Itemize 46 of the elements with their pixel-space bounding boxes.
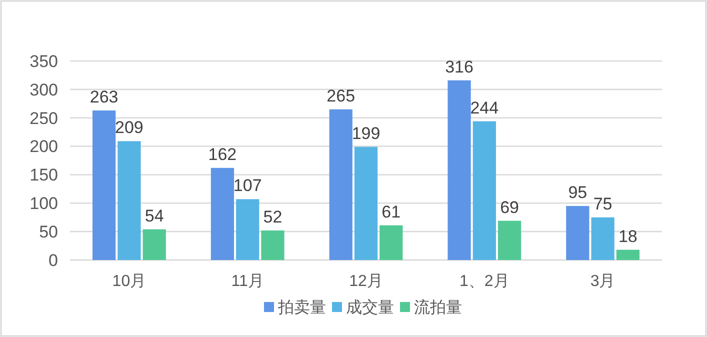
bar (380, 225, 403, 260)
x-tick-label: 3月 (590, 273, 616, 290)
bar (329, 109, 352, 260)
data-label: 162 (208, 144, 237, 164)
x-tick-label: 10月 (112, 273, 146, 290)
legend-label: 流拍量 (414, 298, 462, 317)
bar (118, 141, 141, 260)
data-label: 209 (115, 118, 144, 138)
legend-label: 成交量 (346, 298, 394, 317)
data-label: 263 (90, 87, 118, 106)
legend-label: 拍卖量 (277, 298, 326, 317)
y-tick-label: 200 (30, 137, 58, 156)
bar (142, 229, 166, 260)
x-tick-label: 11月 (231, 273, 264, 290)
y-tick-label: 300 (30, 80, 58, 100)
bar (261, 230, 284, 260)
y-tick-label: 0 (48, 250, 58, 270)
data-label: 107 (233, 176, 262, 196)
data-label: 18 (618, 226, 638, 246)
data-label: 52 (263, 207, 282, 226)
data-label: 316 (445, 57, 474, 76)
x-tick-label: 12月 (349, 273, 383, 290)
data-label: 61 (382, 202, 401, 222)
data-label: 199 (352, 124, 380, 143)
data-label: 75 (593, 194, 612, 214)
bar (472, 121, 496, 260)
bar (566, 206, 590, 260)
data-label: 54 (144, 206, 164, 226)
data-label: 244 (470, 98, 499, 118)
x-tick-label: 1、2月 (460, 273, 510, 290)
bar (92, 110, 116, 260)
data-label: 69 (500, 198, 519, 217)
y-tick-label: 150 (30, 166, 58, 185)
bar (616, 250, 640, 260)
y-tick-label: 350 (30, 52, 58, 71)
bar (498, 220, 522, 260)
y-tick-label: 250 (30, 108, 58, 128)
bar (354, 146, 378, 260)
y-tick-label: 100 (30, 194, 58, 214)
bar (236, 199, 260, 260)
bar (448, 80, 471, 260)
y-tick-label: 50 (39, 222, 58, 242)
data-label: 95 (568, 182, 588, 202)
bar (210, 168, 234, 260)
data-label: 265 (326, 86, 356, 106)
bar (591, 217, 614, 260)
